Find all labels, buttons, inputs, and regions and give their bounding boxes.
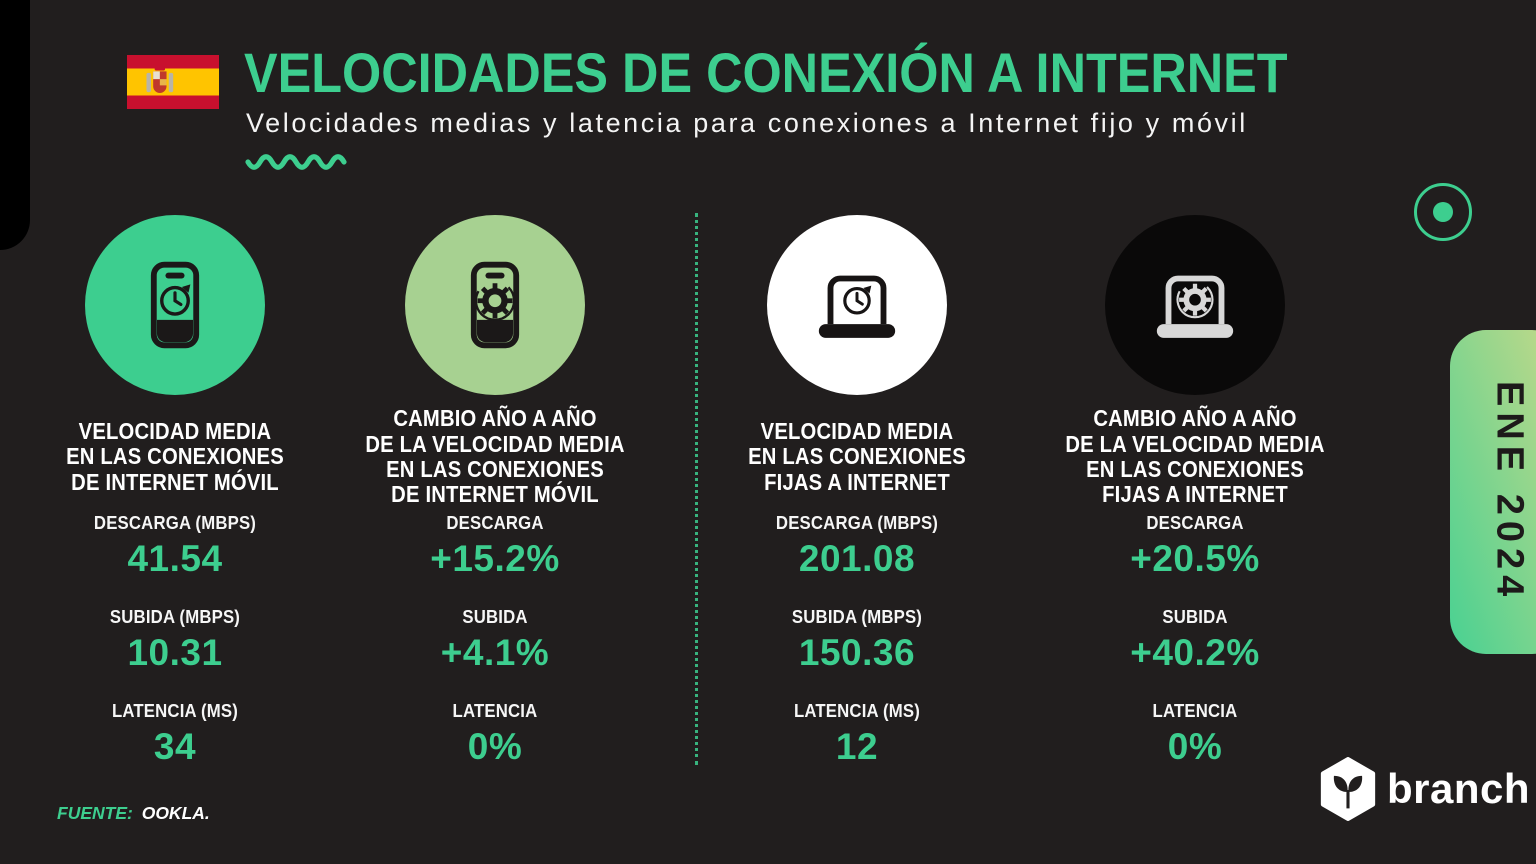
stat-value: 0%: [1167, 726, 1223, 767]
stats-block: DESCARGA (MBPS) 201.08 SUBIDA (MBPS) 150…: [700, 513, 1014, 768]
branch-logo-text: branch: [1387, 765, 1531, 812]
smartphone-timer-icon: [150, 261, 200, 349]
stat-latency: LATENCIA 0%: [1032, 701, 1358, 768]
source-value: OOKLA.: [141, 803, 210, 823]
stat-label: DESCARGA: [1146, 513, 1244, 533]
column-title: CAMBIO AÑO A AÑO DE LA VELOCIDAD MEDIA E…: [1065, 405, 1325, 508]
stat-latency: LATENCIA 0%: [332, 701, 658, 768]
mobile-change-column: CAMBIO AÑO A AÑO DE LA VELOCIDAD MEDIA E…: [332, 215, 658, 795]
column-title: CAMBIO AÑO A AÑO DE LA VELOCIDAD MEDIA E…: [365, 405, 625, 508]
stat-upload: SUBIDA (MBPS) 10.31: [22, 607, 328, 674]
stat-label: SUBIDA (MBPS): [109, 607, 241, 627]
column-divider: [695, 213, 698, 765]
stat-label: LATENCIA: [1152, 701, 1238, 721]
stat-value: 10.31: [127, 632, 223, 673]
stat-latency: LATENCIA (MS) 12: [700, 701, 1014, 768]
stat-upload: SUBIDA (MBPS) 150.36: [700, 607, 1014, 674]
stat-label: LATENCIA (MS): [111, 701, 239, 721]
stat-download: DESCARGA (MBPS) 201.08: [700, 513, 1014, 580]
stat-label: DESCARGA (MBPS): [775, 513, 939, 533]
smartphone-gear-icon: [470, 261, 520, 349]
stat-download: DESCARGA +15.2%: [332, 513, 658, 580]
stat-upload: SUBIDA +40.2%: [1032, 607, 1358, 674]
stats-block: DESCARGA (MBPS) 41.54 SUBIDA (MBPS) 10.3…: [22, 513, 328, 768]
stat-value: 34: [153, 726, 197, 767]
fixed-change-circle: [1105, 215, 1285, 395]
stat-value: +40.2%: [1130, 632, 1260, 673]
mobile-change-circle: [405, 215, 585, 395]
fixed-change-column: CAMBIO AÑO A AÑO DE LA VELOCIDAD MEDIA E…: [1032, 215, 1358, 795]
stat-value: 41.54: [127, 538, 223, 579]
squiggle-underline: [245, 154, 347, 170]
stat-label: LATENCIA: [452, 701, 538, 721]
stats-block: DESCARGA +15.2% SUBIDA +4.1% LATENCIA 0%: [332, 513, 658, 768]
stat-label: DESCARGA: [446, 513, 544, 533]
stat-label: DESCARGA (MBPS): [93, 513, 257, 533]
stat-value: 201.08: [798, 538, 916, 579]
mobile-speed-column: VELOCIDAD MEDIA EN LAS CONEXIONES DE INT…: [22, 215, 328, 795]
stat-label: SUBIDA: [1162, 607, 1228, 627]
fixed-speed-circle: [767, 215, 947, 395]
column-title: VELOCIDAD MEDIA EN LAS CONEXIONES DE INT…: [66, 418, 284, 495]
ring-dot: [1433, 202, 1453, 222]
date-badge: ENE 2024: [1450, 330, 1536, 654]
stat-label: SUBIDA (MBPS): [791, 607, 923, 627]
branch-logo: branch: [1318, 757, 1530, 821]
stat-download: DESCARGA (MBPS) 41.54: [22, 513, 328, 580]
stat-download: DESCARGA +20.5%: [1032, 513, 1358, 580]
stat-latency: LATENCIA (MS) 34: [22, 701, 328, 768]
spain-flag-icon: [127, 55, 219, 109]
fixed-speed-column: VELOCIDAD MEDIA EN LAS CONEXIONES FIJAS …: [700, 215, 1014, 795]
page-title: VELOCIDADES DE CONEXIÓN A INTERNET: [244, 41, 1288, 104]
stat-value: +20.5%: [1130, 538, 1260, 579]
stat-value: 150.36: [798, 632, 916, 673]
branch-sprout-hexagon-icon: [1320, 757, 1376, 821]
stats-block: DESCARGA +20.5% SUBIDA +40.2% LATENCIA 0…: [1032, 513, 1358, 768]
source-label: FUENTE:: [57, 803, 133, 823]
page-subtitle: Velocidades medias y latencia para conex…: [246, 108, 1248, 138]
column-title: VELOCIDAD MEDIA EN LAS CONEXIONES FIJAS …: [748, 418, 966, 495]
stat-label: LATENCIA (MS): [793, 701, 921, 721]
stat-value: +4.1%: [440, 632, 550, 673]
stat-upload: SUBIDA +4.1%: [332, 607, 658, 674]
spain-coat-of-arms: [146, 65, 174, 94]
laptop-gear-icon: [1156, 275, 1234, 338]
mobile-speed-circle: [85, 215, 265, 395]
stat-value: +15.2%: [430, 538, 560, 579]
corner-decoration: [0, 0, 30, 250]
date-badge-label: ENE 2024: [1488, 381, 1531, 603]
laptop-timer-icon: [818, 275, 896, 338]
target-ring-decoration: [1414, 183, 1472, 241]
stat-label: SUBIDA: [462, 607, 528, 627]
stat-value: 12: [835, 726, 879, 767]
source-note: FUENTE: OOKLA.: [57, 803, 210, 824]
stat-value: 0%: [467, 726, 523, 767]
